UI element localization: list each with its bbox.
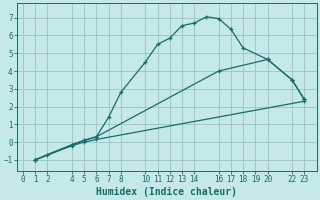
X-axis label: Humidex (Indice chaleur): Humidex (Indice chaleur)	[96, 186, 237, 197]
